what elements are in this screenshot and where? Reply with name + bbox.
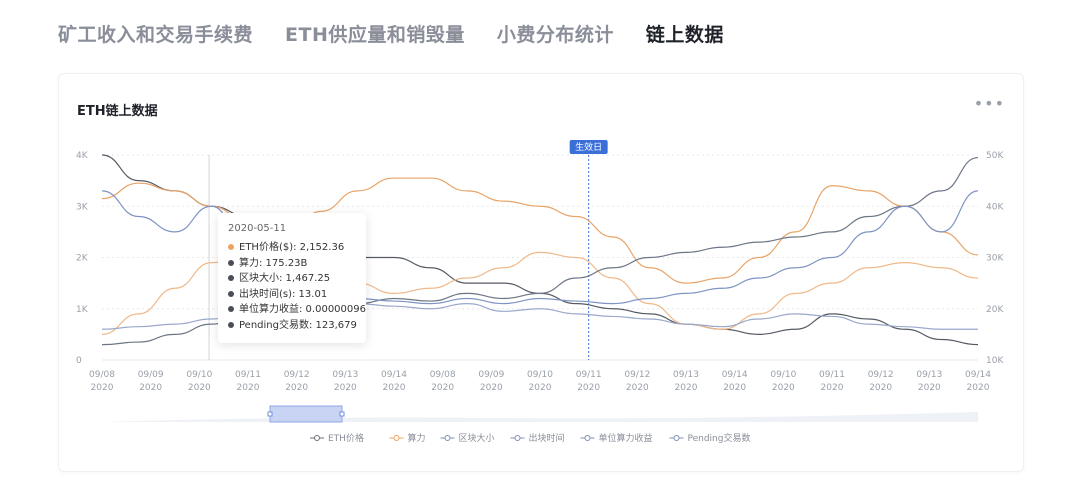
tooltip-row: 算力: 175.23B	[228, 256, 356, 272]
card-title: ETH链上数据	[77, 104, 158, 119]
legend-marker	[444, 435, 451, 441]
legend-label: Pending交易数	[688, 432, 751, 444]
chart-tooltip: 2020-05-11 ETH价格($): 2,152.36 算力: 175.23…	[218, 213, 366, 343]
x-axis-tick-label: 09/09	[138, 370, 164, 380]
x-axis-tick-label: 09/14	[722, 370, 748, 380]
x-axis-tick-label: 2020	[139, 383, 162, 393]
legend-label: ETH价格	[328, 432, 364, 444]
x-axis-tick-label: 2020	[431, 383, 454, 393]
left-axis-tick-label: 2K	[76, 254, 89, 264]
zoom-preview	[102, 412, 978, 422]
effective-date-badge	[569, 140, 608, 154]
x-axis-tick-label: 2020	[723, 383, 746, 393]
x-axis-tick-label: 09/09	[478, 370, 504, 380]
x-axis-tick-label: 09/14	[965, 370, 991, 380]
legend-marker	[393, 435, 400, 441]
x-axis-tick-label: 09/12	[868, 370, 894, 380]
right-axis-tick-label: 40K	[986, 202, 1004, 212]
legend-label: 算力	[408, 432, 426, 444]
tooltip-row: 出块时间(s): 13.01	[228, 287, 356, 303]
x-axis-tick-label: 09/10	[186, 370, 212, 380]
x-axis-tick-label: 2020	[237, 383, 260, 393]
tab-tip-distribution[interactable]: 小费分布统计	[496, 24, 614, 46]
x-axis-tick-label: 2020	[480, 383, 503, 393]
x-axis-tick-label: 2020	[529, 383, 552, 393]
x-axis-tick-label: 09/11	[576, 370, 602, 380]
x-axis-tick-label: 2020	[188, 383, 211, 393]
x-axis-tick-label: 2020	[334, 383, 357, 393]
x-axis-tick-label: 2020	[675, 383, 698, 393]
left-axis-tick-label: 3K	[76, 202, 89, 212]
x-axis-tick-label: 09/11	[235, 370, 261, 380]
tab-bar: 矿工收入和交易手续费 ETH供应量和销毁量 小费分布统计 链上数据	[58, 20, 756, 47]
effective-date-label: 生效日	[575, 141, 602, 153]
x-axis-tick-label: 2020	[285, 383, 308, 393]
x-axis-tick-label: 09/08	[89, 370, 115, 380]
tab-miner-income[interactable]: 矿工收入和交易手续费	[58, 24, 254, 46]
x-axis-tick-label: 2020	[869, 383, 892, 393]
tooltip-row: ETH价格($): 2,152.36	[228, 240, 356, 256]
x-axis-tick-label: 2020	[577, 383, 600, 393]
x-axis-tick-label: 2020	[626, 383, 649, 393]
x-axis-tick-label: 2020	[821, 383, 844, 393]
left-axis-tick-label: 1K	[76, 305, 89, 315]
x-axis-tick-label: 2020	[918, 383, 941, 393]
x-axis-tick-label: 2020	[967, 383, 990, 393]
x-axis-tick-label: 09/13	[332, 370, 358, 380]
x-axis-tick-label: 09/08	[430, 370, 456, 380]
zoom-handle-left	[267, 411, 273, 417]
tooltip-row: 单位算力收益: 0.00000096	[228, 302, 366, 318]
legend-marker	[514, 435, 521, 441]
x-axis-tick-label: 09/13	[673, 370, 699, 380]
x-axis-tick-label: 09/12	[624, 370, 650, 380]
x-axis-tick-label: 09/13	[916, 370, 942, 380]
x-axis-tick-label: 09/11	[819, 370, 845, 380]
x-axis-tick-label: 2020	[383, 383, 406, 393]
zoom-window	[269, 405, 343, 423]
right-axis-tick-label: 10K	[986, 356, 1004, 366]
left-axis-tick-label: 4K	[76, 151, 89, 161]
tooltip-row: Pending交易数: 123,679	[228, 318, 357, 334]
tooltip-row: 区块大小: 1,467.25	[228, 271, 356, 287]
legend-label: 区块大小	[459, 432, 495, 444]
legend-label: 单位算力收益	[599, 432, 653, 444]
x-axis-tick-label: 2020	[772, 383, 795, 393]
tab-eth-supply[interactable]: ETH供应量和销毁量	[285, 24, 465, 46]
more-horizontal-icon[interactable]: •••	[973, 94, 1005, 113]
x-axis-tick-label: 2020	[91, 383, 114, 393]
x-axis-tick-label: 09/12	[284, 370, 310, 380]
zoom-handle-right	[339, 411, 345, 417]
tab-onchain-data[interactable]: 链上数据	[645, 24, 724, 46]
legend-marker	[584, 435, 591, 441]
legend-marker	[673, 435, 680, 441]
legend-label: 出块时间	[529, 432, 565, 444]
right-axis-tick-label: 50K	[986, 151, 1004, 161]
x-axis-tick-label: 09/14	[381, 370, 407, 380]
right-axis-tick-label: 30K	[986, 254, 1004, 264]
left-axis-tick-label: 0	[76, 356, 82, 366]
tooltip-date: 2020-05-11	[228, 223, 287, 234]
legend-marker	[314, 435, 320, 441]
x-axis-tick-label: 09/10	[527, 370, 553, 380]
x-axis-tick-label: 09/10	[770, 370, 796, 380]
right-axis-tick-label: 20K	[986, 305, 1004, 315]
